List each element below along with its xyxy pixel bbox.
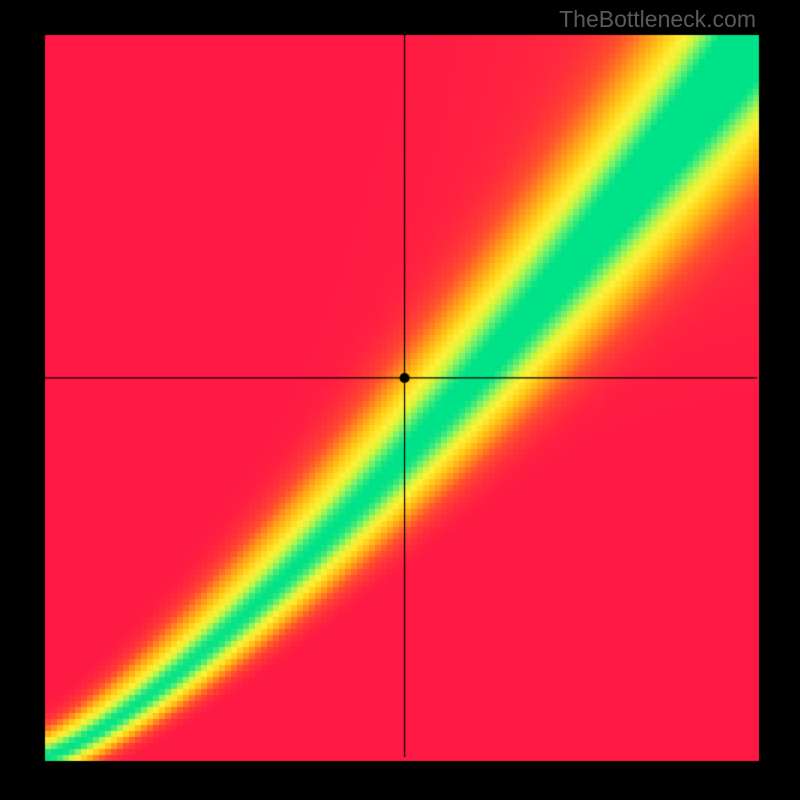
watermark-text: TheBottleneck.com (559, 6, 756, 33)
bottleneck-heatmap (0, 0, 800, 800)
chart-container: TheBottleneck.com (0, 0, 800, 800)
